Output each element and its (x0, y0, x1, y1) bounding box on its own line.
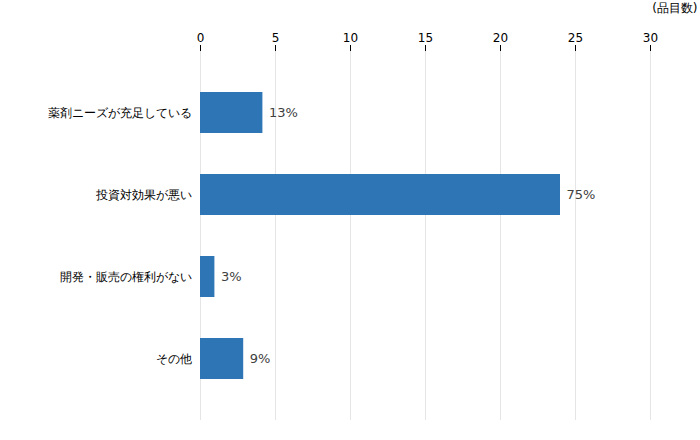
svg-text:その他: その他 (156, 352, 192, 366)
svg-text:3%: 3% (221, 269, 242, 284)
svg-text:15: 15 (418, 31, 433, 45)
svg-text:薬剤ニーズが充足している: 薬剤ニーズが充足している (48, 106, 192, 120)
svg-text:75%: 75% (567, 187, 596, 202)
svg-text:13%: 13% (269, 105, 298, 120)
svg-text:5: 5 (272, 31, 280, 45)
svg-text:(品目数): (品目数) (652, 1, 697, 15)
svg-text:25: 25 (568, 31, 583, 45)
svg-text:投資対効果が悪い: 投資対効果が悪い (95, 188, 192, 202)
svg-text:開発・販売の権利がない: 開発・販売の権利がない (60, 270, 192, 284)
svg-text:20: 20 (493, 31, 508, 45)
svg-text:0: 0 (197, 31, 205, 45)
svg-text:30: 30 (643, 31, 658, 45)
svg-text:10: 10 (343, 31, 358, 45)
svg-text:9%: 9% (250, 351, 271, 366)
